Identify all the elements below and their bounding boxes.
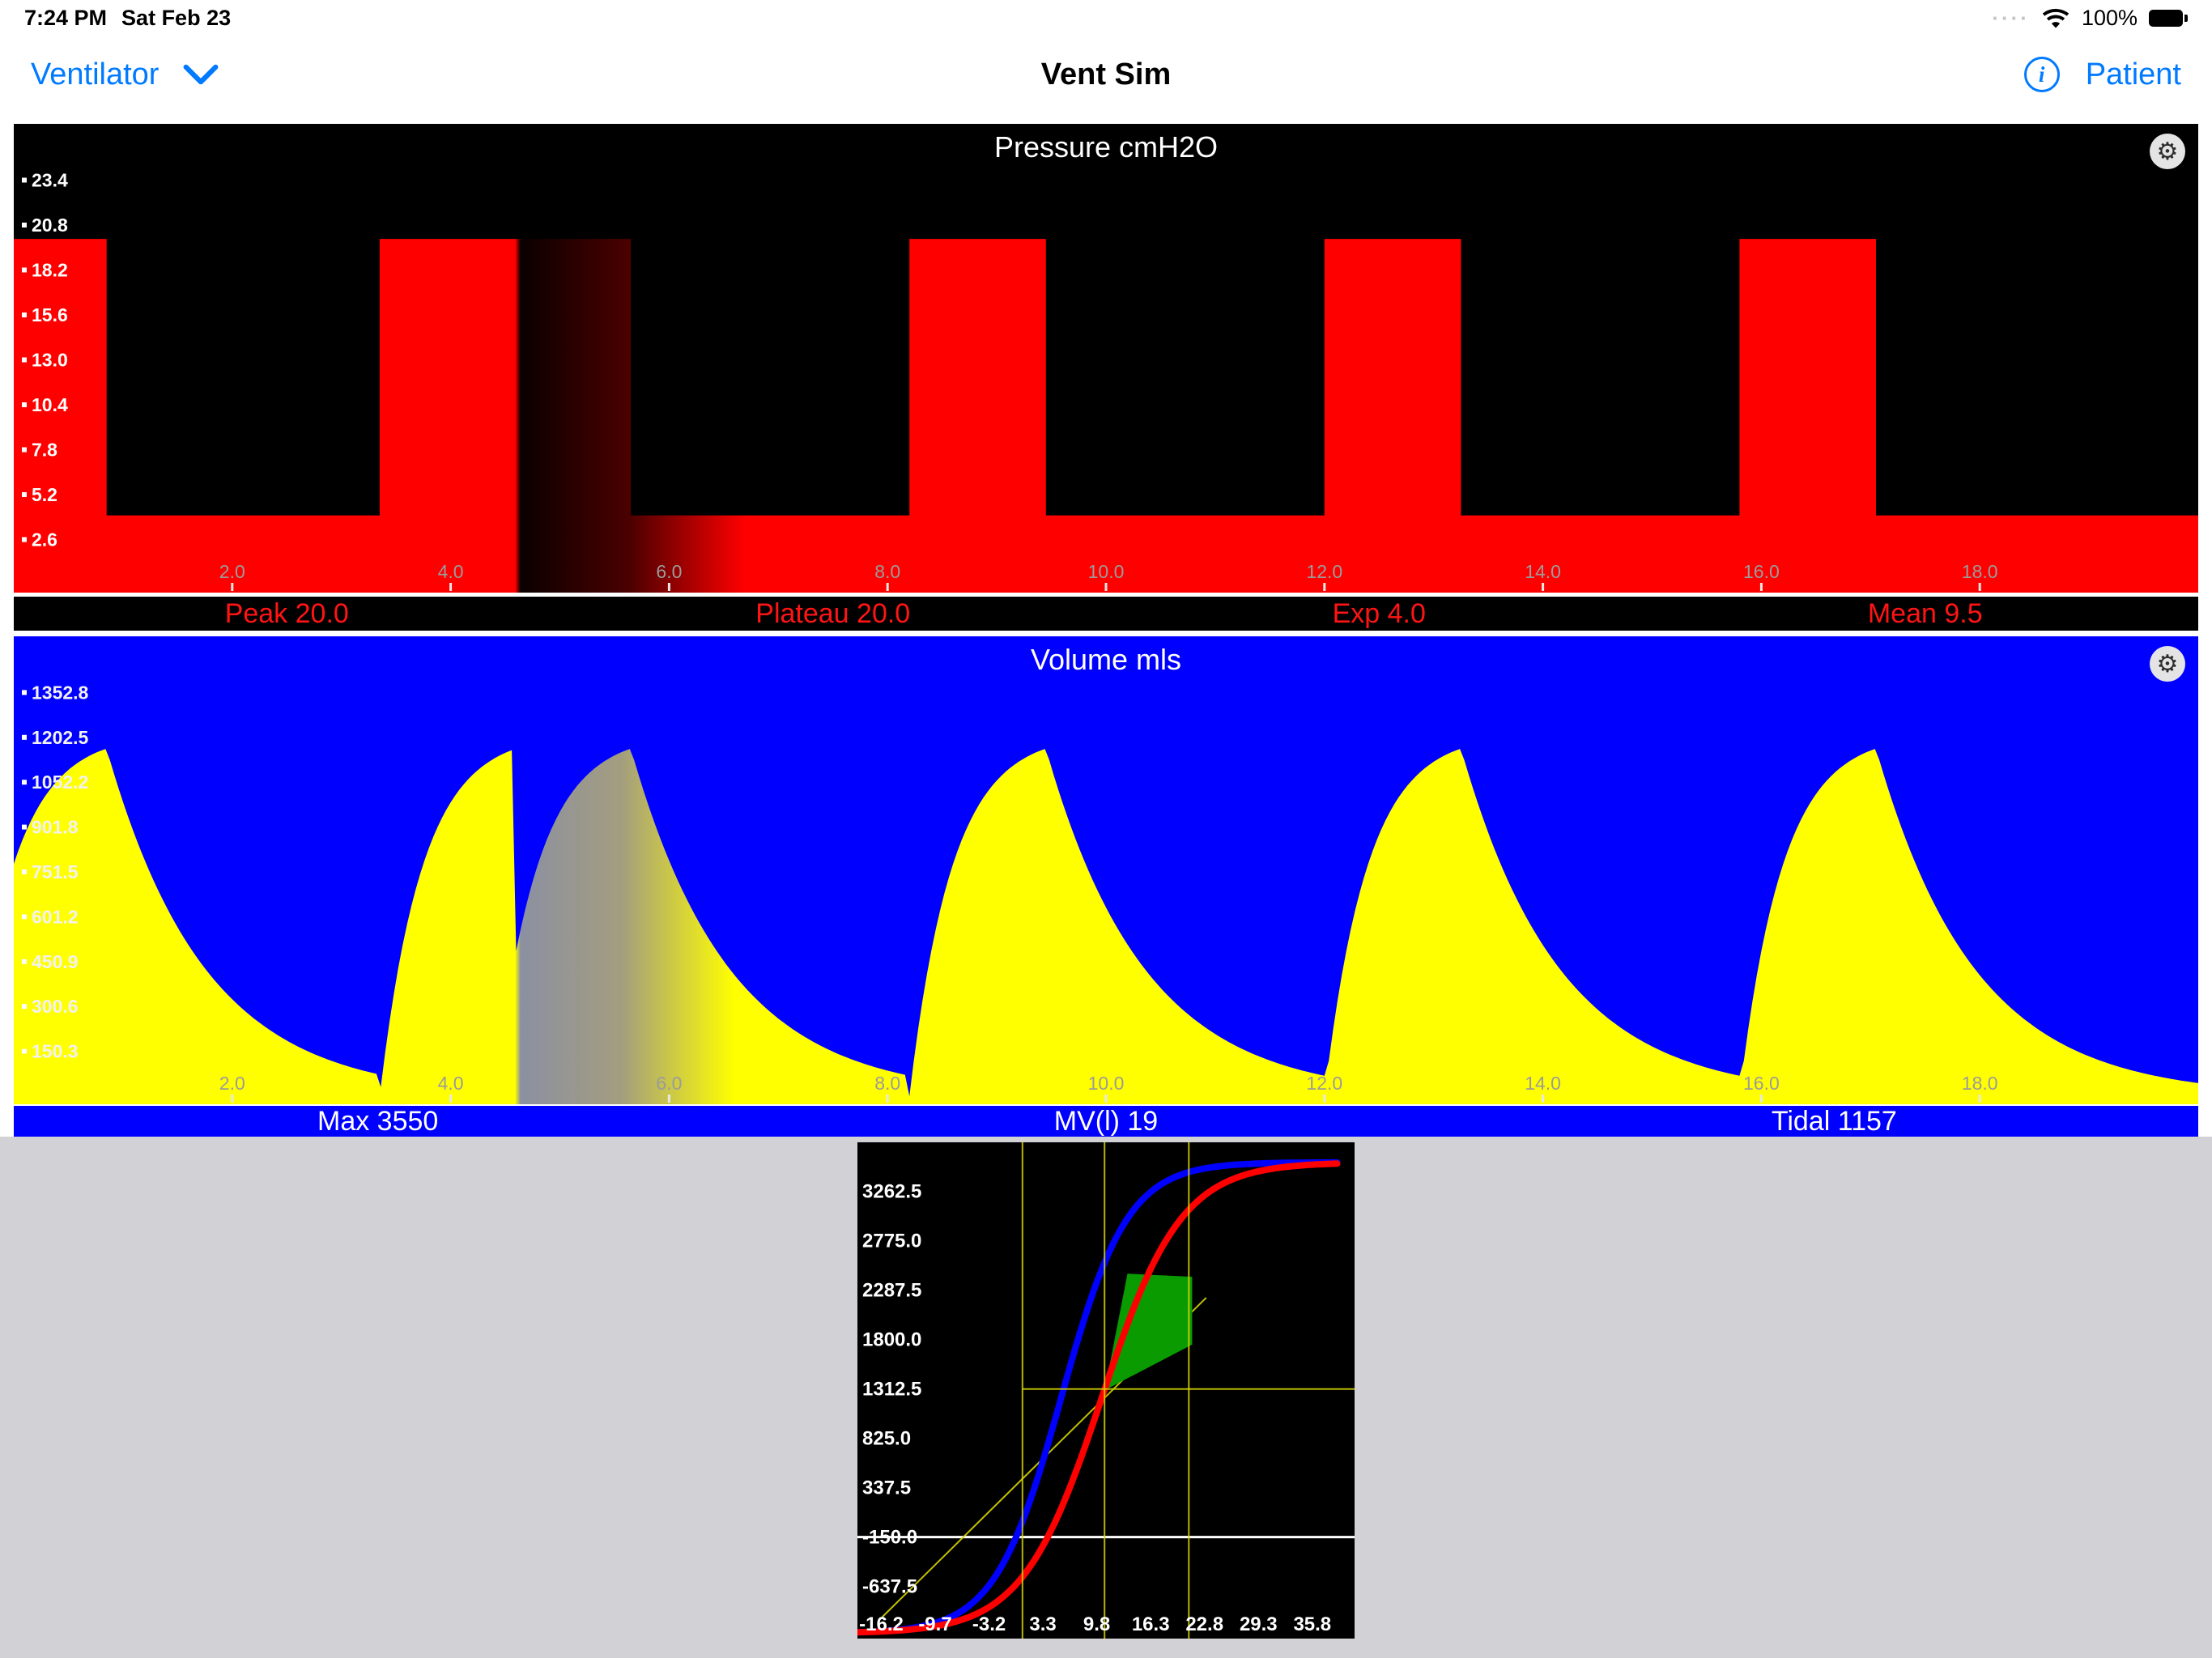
svg-text:4.0: 4.0 xyxy=(438,561,464,582)
pressure-chart-title: Pressure cmH2O xyxy=(993,130,1219,164)
volume-waveform-plot: 150.3 300.6 450.9 601.2 751.5 901.8 1052.2 1202… xyxy=(14,682,2198,1104)
page-title: Vent Sim xyxy=(1040,57,1172,91)
cellular-signal-icon: ···· xyxy=(1992,5,2030,30)
stat-mean: Mean 9.5 xyxy=(1867,597,1983,629)
compliance-loop-chart: 3262.5 2775.0 2287.5 1800.0 1312.5 825.0 337.5… xyxy=(857,1142,1355,1639)
svg-text:6.0: 6.0 xyxy=(656,1073,682,1094)
svg-text:10.4: 10.4 xyxy=(32,394,68,415)
stat-max: Max 3550 xyxy=(317,1105,439,1137)
svg-text:150.3: 150.3 xyxy=(32,1041,79,1062)
pressure-waveform-plot: 2.6 5.2 7.8 10.4 13.0 15.6 18.2 20.8 23.4 2.0 4.0 6… xyxy=(14,170,2198,593)
svg-text:-3.2: -3.2 xyxy=(972,1613,1006,1635)
pressure-stats-bar: Peak 20.0 Plateau 20.0 Exp 4.0 Mean 9.5 xyxy=(14,597,2198,631)
svg-text:12.0: 12.0 xyxy=(1306,561,1342,582)
compliance-loop-plot: 3262.5 2775.0 2287.5 1800.0 1312.5 825.0 337.5… xyxy=(857,1142,1355,1639)
pressure-settings-gear-icon[interactable]: ⚙ xyxy=(2150,134,2185,169)
patient-button[interactable]: Patient xyxy=(2085,57,2181,91)
pressure-y-axis-labels: 2.6 5.2 7.8 10.4 13.0 15.6 18.2 20.8 23.4 xyxy=(22,170,68,551)
svg-text:901.8: 901.8 xyxy=(32,817,79,838)
svg-text:-637.5: -637.5 xyxy=(862,1576,917,1598)
svg-text:1352.8: 1352.8 xyxy=(32,682,89,703)
svg-text:20.8: 20.8 xyxy=(32,215,68,236)
svg-text:2775.0: 2775.0 xyxy=(862,1231,921,1252)
volume-chart-title: Volume mls xyxy=(1030,643,1182,676)
info-icon: i xyxy=(2038,62,2045,87)
svg-text:-9.7: -9.7 xyxy=(918,1613,951,1635)
pressure-x-axis-labels: 2.0 4.0 6.0 8.0 10.0 12.0 14.0 16.0 18.0 xyxy=(219,561,1998,591)
svg-text:16.0: 16.0 xyxy=(1743,561,1780,582)
svg-text:22.8: 22.8 xyxy=(1185,1613,1223,1635)
info-button[interactable]: i xyxy=(2023,57,2060,92)
inflation-limb-curve xyxy=(857,1158,1341,1636)
stat-tidal: Tidal 1157 xyxy=(1771,1105,1897,1137)
svg-text:2.0: 2.0 xyxy=(219,1073,245,1094)
svg-text:300.6: 300.6 xyxy=(32,996,79,1017)
svg-text:10.0: 10.0 xyxy=(1088,1073,1125,1094)
chevron-down-icon xyxy=(184,64,219,85)
svg-text:9.8: 9.8 xyxy=(1083,1613,1110,1635)
svg-text:18.0: 18.0 xyxy=(1962,561,1998,582)
svg-text:29.3: 29.3 xyxy=(1240,1613,1278,1635)
nav-bar: Ventilator Vent Sim i Patient xyxy=(0,36,2212,113)
loop-y-axis-labels: 3262.5 2775.0 2287.5 1800.0 1312.5 825.0 337.5… xyxy=(862,1181,921,1598)
volume-stats-bar: Max 3550 MV(l) 19 Tidal 1157 xyxy=(14,1106,2198,1137)
svg-text:1312.5: 1312.5 xyxy=(862,1379,921,1401)
svg-text:12.0: 12.0 xyxy=(1306,1073,1342,1094)
svg-text:35.8: 35.8 xyxy=(1293,1613,1331,1635)
status-bar: 7:24 PM Sat Feb 23 ···· 100% xyxy=(0,0,2212,36)
svg-text:-150.0: -150.0 xyxy=(862,1527,917,1549)
battery-percent: 100% xyxy=(2081,5,2138,30)
date: Sat Feb 23 xyxy=(121,5,232,30)
svg-text:8.0: 8.0 xyxy=(874,1073,900,1094)
clock: 7:24 PM xyxy=(24,5,108,30)
svg-text:2287.5: 2287.5 xyxy=(862,1280,921,1302)
svg-text:825.0: 825.0 xyxy=(862,1428,911,1450)
battery-tip xyxy=(2184,14,2188,22)
svg-text:7.8: 7.8 xyxy=(32,440,57,461)
deflation-limb-curve xyxy=(857,1160,1341,1636)
svg-text:337.5: 337.5 xyxy=(862,1477,911,1499)
svg-text:601.2: 601.2 xyxy=(32,906,79,927)
svg-text:1052.2: 1052.2 xyxy=(32,772,88,793)
svg-text:6.0: 6.0 xyxy=(656,561,682,582)
svg-text:10.0: 10.0 xyxy=(1088,561,1125,582)
svg-text:3262.5: 3262.5 xyxy=(862,1181,921,1203)
svg-text:18.2: 18.2 xyxy=(32,260,68,281)
svg-text:14.0: 14.0 xyxy=(1525,561,1561,582)
volume-settings-gear-icon[interactable]: ⚙ xyxy=(2150,646,2185,682)
pressure-chart: 2.6 5.2 7.8 10.4 13.0 15.6 18.2 20.8 23.4 2.0 4.0 6… xyxy=(14,124,2198,593)
svg-text:751.5: 751.5 xyxy=(32,861,79,882)
svg-text:14.0: 14.0 xyxy=(1525,1073,1561,1094)
svg-text:2.0: 2.0 xyxy=(219,561,245,582)
tidal-loop-area xyxy=(1104,1273,1193,1391)
svg-text:5.2: 5.2 xyxy=(32,484,57,505)
wifi-icon xyxy=(2042,8,2069,28)
svg-text:450.9: 450.9 xyxy=(32,951,79,972)
svg-text:2.6: 2.6 xyxy=(32,529,57,551)
volume-x-axis-labels: 2.0 4.0 6.0 8.0 10.0 12.0 14.0 16.0 18.0 xyxy=(219,1073,1998,1103)
svg-text:4.0: 4.0 xyxy=(438,1073,464,1094)
svg-text:18.0: 18.0 xyxy=(1962,1073,1998,1094)
svg-text:1800.0: 1800.0 xyxy=(862,1329,921,1351)
svg-text:8.0: 8.0 xyxy=(874,561,900,582)
volume-chart: 150.3 300.6 450.9 601.2 751.5 901.8 1052.2 1202… xyxy=(14,636,2198,1104)
battery-icon xyxy=(2149,9,2188,27)
stat-peak: Peak 20.0 xyxy=(224,597,349,629)
volume-y-axis-labels: 150.3 300.6 450.9 601.2 751.5 901.8 1052.2 1202… xyxy=(22,682,89,1062)
stat-mv: MV(l) 19 xyxy=(1053,1105,1159,1137)
svg-text:3.3: 3.3 xyxy=(1029,1613,1056,1635)
battery-body xyxy=(2149,9,2183,27)
stat-exp: Exp 4.0 xyxy=(1332,597,1426,629)
ventilator-menu-button[interactable]: Ventilator xyxy=(31,36,219,113)
stat-plateau: Plateau 20.0 xyxy=(755,597,911,629)
svg-text:16.0: 16.0 xyxy=(1743,1073,1780,1094)
svg-text:16.3: 16.3 xyxy=(1132,1613,1170,1635)
svg-text:-16.2: -16.2 xyxy=(859,1613,904,1635)
svg-text:23.4: 23.4 xyxy=(32,170,68,191)
svg-text:15.6: 15.6 xyxy=(32,304,68,325)
ventilator-label: Ventilator xyxy=(31,57,160,91)
svg-text:1202.5: 1202.5 xyxy=(32,727,89,748)
svg-text:13.0: 13.0 xyxy=(32,350,68,371)
loop-x-axis-labels: -16.2 -9.7 -3.2 3.3 9.8 16.3 22.8 29.3 35.8 xyxy=(859,1613,1331,1635)
